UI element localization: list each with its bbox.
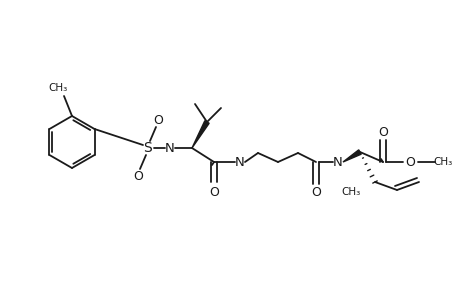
Text: CH₃: CH₃ [48,83,67,93]
Text: CH₃: CH₃ [341,187,360,197]
Polygon shape [191,121,209,148]
Text: O: O [377,125,387,139]
Text: O: O [133,169,143,182]
Polygon shape [342,150,360,162]
Text: S: S [143,141,152,155]
Text: O: O [153,113,162,127]
Text: O: O [404,155,414,169]
Text: O: O [310,185,320,199]
Text: CH₃: CH₃ [432,157,452,167]
Text: N: N [165,142,174,154]
Text: N: N [235,155,244,169]
Text: O: O [208,187,218,200]
Text: N: N [332,155,342,169]
